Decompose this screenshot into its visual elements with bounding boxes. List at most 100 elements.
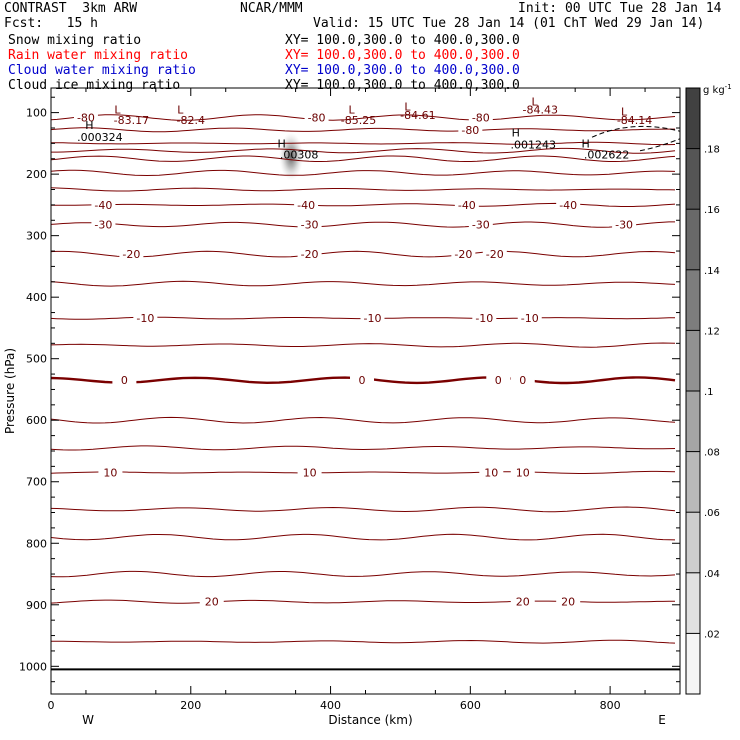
colorbar: .02 .04 .06 .08 .1 .12 .14 .16 .18 g kg-1 <box>685 83 732 695</box>
y-tick-label: 100 <box>26 107 47 120</box>
contour-label: 0 <box>121 374 128 387</box>
field-snow-name: Snow mixing ratio <box>8 33 142 48</box>
colorbar-label: .1 <box>704 387 714 398</box>
contour-label: -40 <box>297 199 315 212</box>
colorbar-segment <box>686 512 700 573</box>
extremum-value: .002622 <box>584 148 630 161</box>
contour-label-bg <box>510 374 535 387</box>
colorbar-segment <box>686 269 700 331</box>
y-tick-label: 700 <box>26 476 47 489</box>
field-cloudice-name: Cloud ice mixing ratio <box>8 78 181 93</box>
contour-label: -40 <box>458 199 476 212</box>
contour-label-bg <box>350 374 375 387</box>
temperature-contour <box>50 506 676 513</box>
contour-label: 10 <box>103 467 117 480</box>
colorbar-segment <box>686 451 700 513</box>
field-cloudwater-xy: XY= 100.0,300.0 to 400.0,300.0 <box>285 63 520 78</box>
contour-label-bg <box>119 248 144 261</box>
colorbar-unit-exponent: -1 <box>725 83 732 91</box>
contour-label-bg <box>482 248 507 261</box>
colorbar-segment <box>686 572 700 634</box>
contour-label-bg <box>556 595 581 608</box>
contour-label-bg <box>294 198 319 211</box>
extremum-marker: L <box>621 105 628 118</box>
temperature-contour <box>50 570 676 578</box>
x-axis-title: Distance (km) <box>328 713 412 727</box>
temperature-contour <box>50 155 676 162</box>
contour-label: 20 <box>516 596 530 609</box>
contour-labels: -80 -80 -80-80-40 -40 -40 -40-30 -30 -30 -30-20-… <box>73 96 681 609</box>
temperature-contour <box>50 599 675 604</box>
temperature-contour <box>51 147 676 154</box>
extremum-value: -84.43 <box>522 104 557 117</box>
contour-label-bg <box>297 248 322 261</box>
contour-label-bg <box>133 312 158 325</box>
extremum-marker: L <box>532 96 539 109</box>
contour-label-bg <box>458 123 483 136</box>
extremum-value: .001243 <box>510 139 556 152</box>
contour-label-bg <box>91 218 116 231</box>
model-title: CONTRAST 3km ARW <box>4 1 138 16</box>
y-tick-label: 300 <box>26 230 47 243</box>
contour-label-bg <box>479 466 504 479</box>
contour-label-bg <box>556 198 581 211</box>
colorbar-segment <box>686 209 700 270</box>
colorbar-unit-text: g kg <box>703 85 725 96</box>
colorbar-segment <box>686 633 700 694</box>
east-label: E <box>658 713 666 727</box>
colorbar-segment <box>686 330 700 391</box>
x-tick-label: 800 <box>600 699 621 712</box>
contour-label-bg <box>451 248 476 261</box>
contour-label: -80 <box>461 124 479 137</box>
extremum-marker: L <box>114 104 121 117</box>
y-tick-label: 500 <box>26 353 47 366</box>
colorbar-label: .08 <box>704 448 720 459</box>
contour-label-bg <box>510 595 535 608</box>
extremum-marker: H <box>85 119 93 132</box>
extremum-value: -82.4 <box>177 114 205 127</box>
extremum-marker: L <box>348 104 355 117</box>
colorbar-label: .12 <box>704 326 720 337</box>
contour-label-bg <box>468 111 493 124</box>
contour-label-bg <box>297 218 322 231</box>
contour-label-bg <box>91 198 116 211</box>
temperature-contour <box>50 187 676 192</box>
extremum-marker: L <box>177 104 184 117</box>
contour-label: 10 <box>516 467 530 480</box>
y-tick-label: 600 <box>26 414 47 427</box>
field-cloudwater-name: Cloud water mixing ratio <box>8 63 196 78</box>
colorbar-unit: g kg-1 <box>703 83 732 96</box>
x-tick-label: 200 <box>180 699 201 712</box>
y-tick-label: 800 <box>26 537 47 550</box>
contour-label-bg <box>98 466 123 479</box>
temperature-contour <box>50 250 676 258</box>
colorbar-label: .14 <box>704 266 720 277</box>
contour-label: -80 <box>472 112 490 125</box>
contour-label-bg <box>297 466 322 479</box>
contour-label-bg <box>112 374 137 387</box>
contour-label-bg <box>360 312 385 325</box>
y-tick-label: 200 <box>26 168 47 181</box>
temperature-contour <box>50 342 676 348</box>
contour-label: -40 <box>94 199 112 212</box>
valid-time: Valid: 15 UTC Tue 28 Jan 14 (01 ChT Wed … <box>313 16 705 31</box>
field-cloudice-xy: XY= 100.0,300.0 to 400.0,300.0 <box>285 78 520 93</box>
extremum-marker: H <box>582 137 590 150</box>
contour-label: 0 <box>359 374 366 387</box>
contour-label-bg <box>510 466 535 479</box>
contour-label: 20 <box>561 596 575 609</box>
temperature-contour <box>50 416 676 424</box>
contour-label: -30 <box>472 219 490 232</box>
contour-label: -30 <box>94 219 112 232</box>
extremum-value: .00308 <box>280 148 319 161</box>
contour-label: -20 <box>454 248 472 261</box>
y-tick-label: 400 <box>26 291 47 304</box>
colorbar-segment <box>686 148 700 210</box>
colorbar-segment <box>686 88 700 149</box>
forecast-hour: Fcst: 15 h <box>4 16 98 31</box>
colorbar-label: .16 <box>704 205 720 216</box>
contour-label: -80 <box>308 112 326 125</box>
cloud-ice-shading <box>279 132 304 181</box>
